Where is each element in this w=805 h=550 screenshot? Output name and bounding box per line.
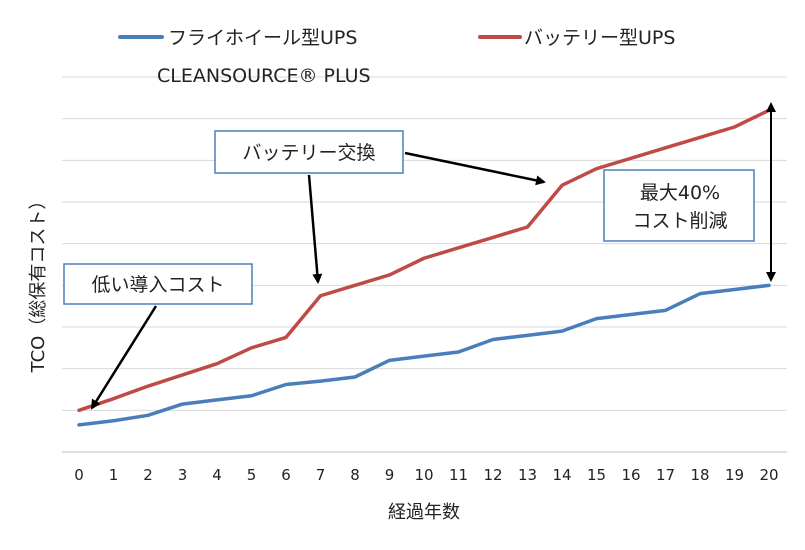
series-line-battery-ups [77, 108, 771, 413]
annotation-text-max-40-percent: 最大40% [640, 182, 720, 204]
x-tick-label: 13 [518, 466, 537, 484]
x-tick-label: 3 [178, 466, 188, 484]
x-tick-label: 7 [316, 466, 326, 484]
x-tick-label: 8 [350, 466, 360, 484]
x-tick-label: 17 [656, 466, 675, 484]
annotation-box [63, 263, 253, 305]
annotation-text-cost-reduction: コスト削減 [632, 210, 727, 232]
x-tick-label: 2 [143, 466, 153, 484]
x-tick-label: 14 [552, 466, 571, 484]
annotation-box [214, 130, 404, 174]
x-tick-label: 15 [587, 466, 606, 484]
y-axis-title: TCO（総保有コスト） [28, 192, 49, 374]
legend: フライホイール型UPS CLEANSOURCE® PLUS バッテリー型UPS [118, 27, 675, 87]
annotation-cost-reduction: 最大40% コスト削減 [603, 102, 776, 282]
x-tick-label: 16 [621, 466, 640, 484]
annotation-box [603, 169, 755, 242]
legend-label-flywheel-line2: CLEANSOURCE® PLUS [157, 65, 371, 87]
x-tick-labels: 0 1 2 3 4 5 6 7 8 9 10 11 12 13 14 15 16 17 18 19 20 [74, 466, 778, 484]
gridlines [62, 76, 787, 411]
x-axis-title: 経過年数 [388, 502, 460, 523]
annotation-text-battery-replacement: バッテリー交換 [242, 142, 375, 164]
x-tick-label: 1 [109, 466, 119, 484]
x-tick-label: 18 [690, 466, 709, 484]
x-tick-label: 20 [759, 466, 778, 484]
x-tick-label: 6 [281, 466, 291, 484]
x-tick-label: 4 [212, 466, 222, 484]
x-tick-label: 5 [247, 466, 257, 484]
x-tick-label: 10 [414, 466, 433, 484]
x-tick-label: 0 [74, 466, 84, 484]
annotation-battery-replacement: バッテリー交換 [214, 130, 546, 284]
annotation-low-initial-cost: 低い導入コスト [63, 263, 253, 410]
x-tick-label: 12 [483, 466, 502, 484]
legend-label-flywheel: フライホイール型UPS [168, 27, 357, 49]
x-tick-label: 19 [725, 466, 744, 484]
annotation-arrow [307, 174, 323, 284]
annotation-arrow [90, 305, 158, 410]
legend-label-battery: バッテリー型UPS [524, 27, 675, 49]
series-line-flywheel-ups [77, 283, 771, 427]
x-tick-label: 11 [449, 466, 468, 484]
series-layer [77, 108, 771, 427]
annotation-arrow [404, 151, 546, 186]
x-tick-label: 9 [385, 466, 395, 484]
annotation-text-low-initial-cost: 低い導入コスト [91, 274, 224, 296]
